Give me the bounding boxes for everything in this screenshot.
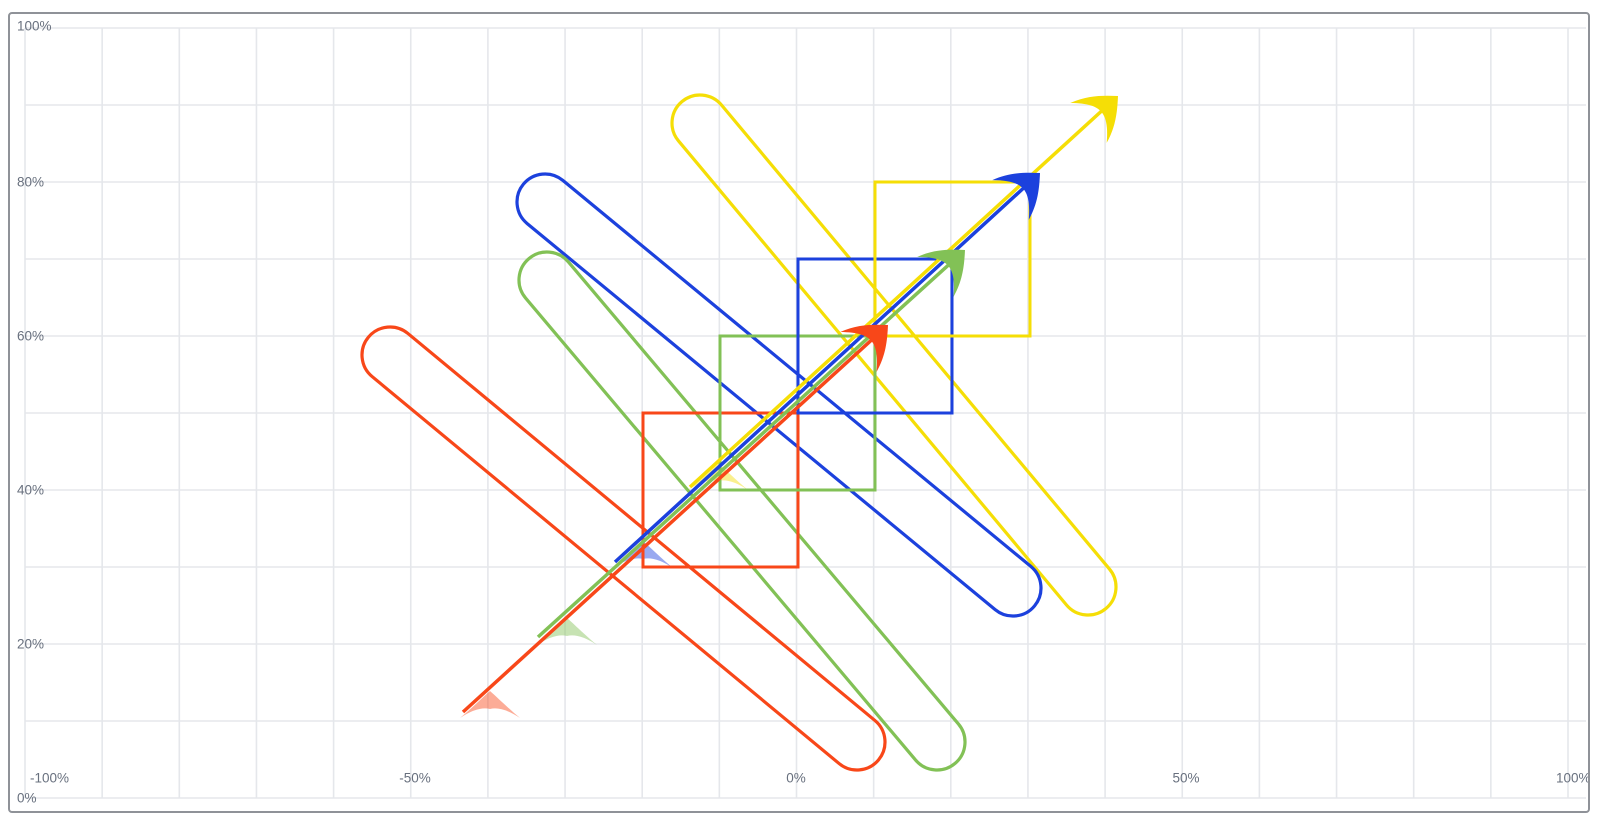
pill-shapes <box>351 84 1128 782</box>
yellow-pill-shape[interactable] <box>661 84 1128 627</box>
green-pill-shape[interactable] <box>508 241 977 782</box>
red-dart-arrowhead-icon[interactable] <box>840 305 906 372</box>
bottom-mask <box>0 812 1600 830</box>
square-shapes <box>641 180 1032 569</box>
red-arrow-line[interactable] <box>461 337 875 714</box>
yellow-square-shape[interactable] <box>873 180 1032 338</box>
blue-dart-arrowhead-icon[interactable] <box>992 153 1058 220</box>
right-mask <box>1589 0 1600 830</box>
yellow-arrow-line[interactable] <box>688 108 1105 489</box>
y-tick-label: 100% <box>17 19 52 34</box>
x-tick-label: -50% <box>399 771 431 786</box>
y-tick-label: 0% <box>17 791 37 806</box>
x-tick-label: 50% <box>1172 771 1199 786</box>
axis-labels: -100% -50% 0% 50% 100% 100% 80% 60% 40% 20% 0% <box>17 19 1591 806</box>
red-up-arrowhead-icon[interactable] <box>460 691 520 718</box>
y-tick-label: 60% <box>17 329 44 344</box>
blue-arrow-line[interactable] <box>613 185 1027 564</box>
x-tick-label: -100% <box>30 771 69 786</box>
y-tick-label: 20% <box>17 637 44 652</box>
x-tick-label: 100% <box>1556 771 1591 786</box>
y-tick-label: 80% <box>17 175 44 190</box>
x-tick-label: 0% <box>786 771 806 786</box>
chart-border-frame <box>8 12 1590 813</box>
yellow-dart-arrowhead-icon[interactable] <box>1070 76 1136 143</box>
green-dart-arrowhead-icon[interactable] <box>917 230 983 297</box>
y-tick-label: 40% <box>17 483 44 498</box>
diagonal-arrows <box>461 76 1136 714</box>
start-markers <box>460 463 748 718</box>
red-pill-shape[interactable] <box>351 316 897 782</box>
yellow-up-arrowhead-icon[interactable] <box>688 463 748 490</box>
green-up-arrowhead-icon[interactable] <box>537 618 597 645</box>
